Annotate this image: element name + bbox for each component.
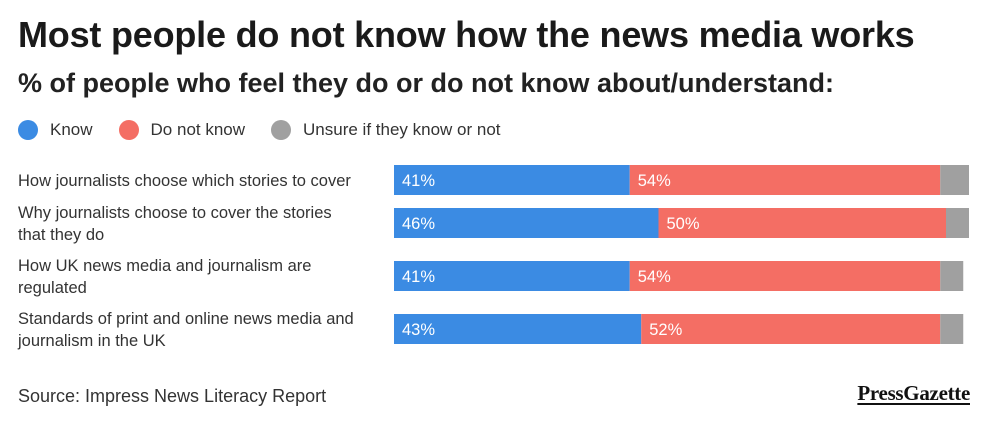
legend-label-know: Know: [50, 120, 93, 139]
legend-label-unsure: Unsure if they know or not: [303, 120, 501, 139]
category-label: How journalists choose which stories to …: [18, 172, 351, 190]
bar-segment-do-not-know: [629, 165, 941, 195]
source-note: Source: Impress News Literacy Report: [18, 386, 327, 406]
bar-value-label: 54%: [638, 268, 671, 286]
chart-subtitle: % of people who feel they do or do not k…: [18, 68, 834, 98]
bar-segment-know: [394, 165, 630, 195]
legend-swatch-know: [18, 120, 38, 140]
bar-segment-do-not-know: [629, 261, 941, 291]
legend: Know Do not know Unsure if they know or …: [18, 120, 527, 140]
bar-segment-know: [394, 314, 642, 344]
bar-segment-unsure-if-they-know-or-not: [940, 314, 964, 344]
legend-swatch-unsure: [271, 120, 292, 140]
category-label: Standards of print and online news media…: [17, 310, 354, 350]
bar-segment-know: [394, 261, 630, 291]
legend-label-do-not-know: Do not know: [150, 120, 246, 139]
bar-segment-do-not-know: [641, 314, 941, 344]
legend-swatch-do-not-know: [118, 120, 139, 140]
category-label: Why journalists choose to cover the stor…: [18, 204, 332, 244]
bar-segment-unsure-if-they-know-or-not: [946, 208, 969, 238]
bar-value-label: 50%: [667, 215, 700, 233]
bar-value-label: 52%: [649, 321, 682, 339]
bar-value-label: 41%: [402, 172, 435, 190]
legend-item-unsure: Unsure if they know or not: [271, 120, 501, 140]
bar-value-label: 46%: [402, 215, 435, 233]
bar-segment-know: [394, 208, 659, 238]
bar-segment-unsure-if-they-know-or-not: [940, 165, 969, 195]
legend-item-know: Know: [18, 120, 93, 140]
chart-title: Most people do not know how the news med…: [18, 14, 915, 55]
bar-segment-unsure-if-they-know-or-not: [940, 261, 964, 291]
bar-value-label: 41%: [402, 268, 435, 286]
brand-logo: PressGazette: [857, 381, 970, 405]
bar-value-label: 43%: [402, 321, 435, 339]
category-label: How UK news media and journalism are regu…: [18, 257, 311, 297]
bar-value-label: 54%: [638, 172, 671, 190]
legend-item-do-not-know: Do not know: [118, 120, 246, 140]
bar-segment-do-not-know: [658, 208, 946, 238]
